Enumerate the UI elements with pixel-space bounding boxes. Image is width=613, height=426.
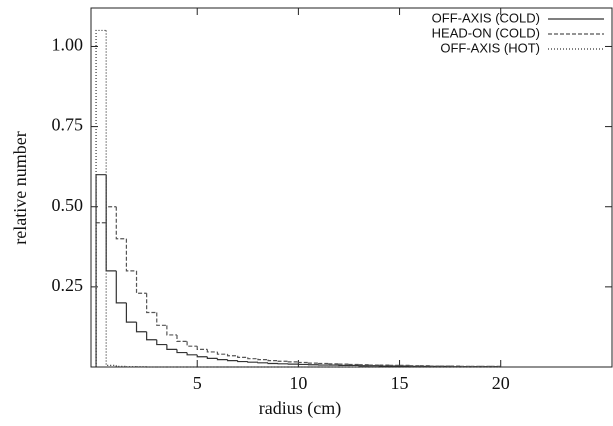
histogram-step xyxy=(307,362,319,364)
histogram-step xyxy=(267,362,279,365)
histogram-step xyxy=(216,358,228,361)
histogram-step xyxy=(146,331,157,341)
histogram-step xyxy=(135,322,147,333)
histogram-step xyxy=(186,352,198,356)
histogram-step xyxy=(156,312,167,326)
y-axis-label: relative number xyxy=(10,131,30,244)
histogram-step xyxy=(196,346,208,350)
histogram-step xyxy=(125,238,137,272)
x-tick-label: 20 xyxy=(492,373,510,393)
histogram-step xyxy=(196,354,208,358)
x-tick-label: 5 xyxy=(193,373,202,393)
histogram-step xyxy=(115,270,127,304)
y-tick-label: 0.25 xyxy=(52,275,84,295)
legend-label: OFF-AXIS (HOT) xyxy=(440,40,540,55)
histogram-step xyxy=(206,349,218,353)
histogram-step xyxy=(166,325,177,336)
y-tick-label: 0.75 xyxy=(52,115,84,135)
histogram-step xyxy=(247,357,258,360)
histogram-step xyxy=(247,361,258,363)
histogram-step xyxy=(277,360,289,362)
histogram-step xyxy=(176,334,188,342)
histogram-step xyxy=(105,174,117,272)
histogram-step xyxy=(95,222,107,367)
histogram-step xyxy=(115,365,127,367)
y-tick-label: 1.00 xyxy=(52,35,84,55)
histogram-step xyxy=(237,360,248,363)
histogram-step xyxy=(267,359,279,362)
histogram-step xyxy=(176,349,188,354)
histogram-step xyxy=(115,206,127,240)
histogram-step xyxy=(226,359,238,362)
histogram-step xyxy=(206,356,218,359)
x-tick-label: 10 xyxy=(289,373,307,393)
histogram-step xyxy=(146,293,157,314)
histogram-step xyxy=(257,362,269,364)
histogram-step xyxy=(287,361,299,363)
y-tick-label: 0.50 xyxy=(52,195,84,215)
histogram-step xyxy=(156,339,167,346)
histogram-step xyxy=(297,361,309,364)
histogram-step xyxy=(237,355,248,358)
legend-label: HEAD-ON (COLD) xyxy=(432,25,540,40)
histogram-step xyxy=(226,354,238,357)
histogram-step xyxy=(216,351,228,355)
histogram-step xyxy=(135,270,147,294)
histogram-step xyxy=(95,174,107,367)
histogram-step xyxy=(105,206,117,223)
legend-label: OFF-AXIS (COLD) xyxy=(432,10,540,25)
histogram-step xyxy=(95,29,107,367)
x-axis-label: radius (cm) xyxy=(259,398,341,419)
histogram-step xyxy=(166,344,177,350)
histogram-step xyxy=(125,302,137,323)
histogram-step xyxy=(105,30,117,366)
histogram-step xyxy=(257,358,269,361)
plot-frame xyxy=(90,7,613,368)
x-tick-label: 15 xyxy=(391,373,409,393)
histogram-step xyxy=(186,341,198,347)
